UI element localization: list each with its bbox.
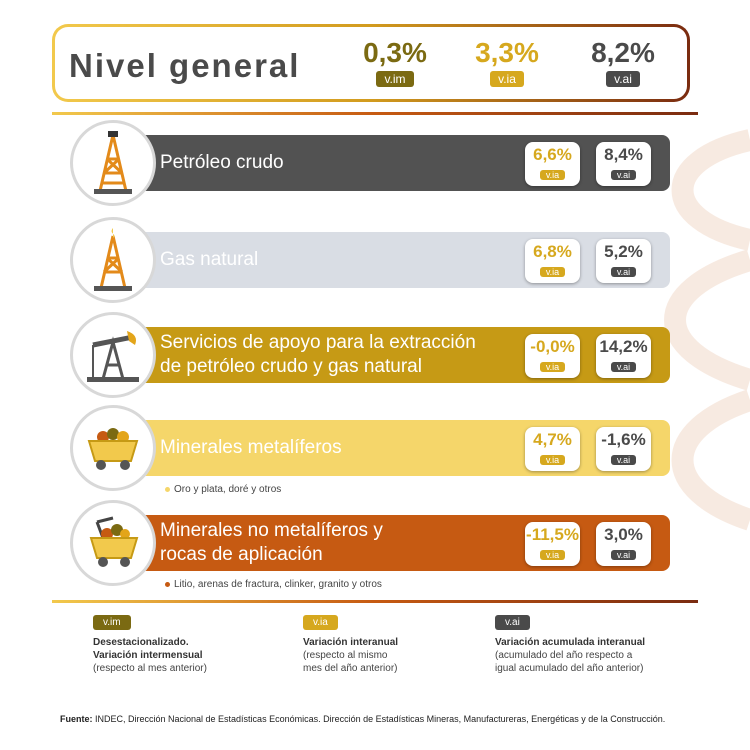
header-panel: Nivel general 0,3% v.im 3,3% v.ia 8,2% v…	[52, 24, 690, 102]
row-minerales-no-metaliferos: Minerales no metalíferos y rocas de apli…	[100, 515, 670, 571]
stat-value: -11,5%	[526, 525, 579, 544]
stat-value: -1,6%	[601, 430, 646, 449]
gas-rig-icon	[70, 217, 156, 303]
legend-via: v.ia Variación interanual (respecto al m…	[303, 615, 398, 675]
stat-tag: v.ai	[610, 455, 637, 465]
legend-text: mes del año anterior)	[303, 663, 398, 674]
header-stat-tag: v.im	[376, 71, 414, 87]
row-note: Oro y plata, doré y otros	[165, 484, 281, 495]
note-text: Litio, arenas de fractura, clinker, gran…	[174, 579, 382, 590]
legend-text: (respecto al mismo	[303, 650, 388, 661]
stat-value: -0,0%	[530, 337, 575, 356]
note-text: Oro y plata, doré y otros	[174, 484, 282, 495]
row-gas-natural: Gas natural 6,8% v.ia 5,2% v.ai	[100, 232, 670, 288]
header-stat-value: 8,2%	[591, 37, 655, 68]
source-footer: Fuente: INDEC, Dirección Nacional de Est…	[60, 714, 665, 724]
stat-tag: v.ai	[610, 170, 637, 180]
row-label: Minerales metalíferos	[160, 420, 342, 476]
row-label-line: Servicios de apoyo para la extracción	[160, 332, 476, 353]
header-stat-vai: 8,2% v.ai	[583, 37, 663, 88]
row-label-line: Petróleo crudo	[160, 152, 284, 173]
stat-vai: 14,2% v.ai	[596, 334, 651, 378]
legend-tag: v.ia	[303, 615, 338, 630]
footer-label: Fuente:	[60, 714, 93, 724]
legend-text: igual acumulado del año anterior)	[495, 663, 644, 674]
stat-via: -11,5% v.ia	[525, 522, 580, 566]
legend-text: Variación acumulada interanual	[495, 637, 646, 648]
stat-via: -0,0% v.ia	[525, 334, 580, 378]
stat-value: 5,2%	[604, 242, 643, 261]
stat-tag: v.ai	[610, 267, 637, 277]
row-servicios-apoyo: Servicios de apoyo para la extracción de…	[100, 327, 670, 383]
row-label-line: rocas de aplicación	[160, 544, 323, 565]
row-note: Litio, arenas de fractura, clinker, gran…	[165, 579, 382, 590]
row-label-line: de petróleo crudo y gas natural	[160, 356, 422, 377]
row-label: Gas natural	[160, 232, 258, 288]
legend-vim: v.im Desestacionalizado. Variación inter…	[93, 615, 207, 675]
header-stat-value: 3,3%	[475, 37, 539, 68]
stat-tag: v.ia	[539, 170, 566, 180]
legend-tag: v.ai	[495, 615, 530, 630]
note-bullet	[165, 581, 170, 587]
stat-tag: v.ia	[539, 455, 566, 465]
stat-vai: -1,6% v.ai	[596, 427, 651, 471]
page-title: Nivel general	[69, 47, 301, 84]
top-divider	[52, 112, 698, 115]
stat-tag: v.ia	[539, 550, 566, 560]
legend-text: (respecto al mes anterior)	[93, 663, 207, 674]
stat-tag: v.ia	[539, 267, 566, 277]
stat-value: 6,8%	[533, 242, 572, 261]
legend-text: Variación intermensual	[93, 650, 203, 661]
pump-jack-icon	[70, 312, 156, 398]
header-stat-vim: 0,3% v.im	[355, 37, 435, 88]
stat-tag: v.ai	[610, 362, 637, 372]
header-stat-tag: v.ai	[606, 71, 640, 87]
legend-tag: v.im	[93, 615, 131, 630]
header-stat-tag: v.ia	[490, 71, 524, 87]
bottom-divider	[52, 600, 698, 603]
footer-text: INDEC, Dirección Nacional de Estadística…	[92, 714, 666, 724]
legend-text: Desestacionalizado.	[93, 637, 189, 648]
row-label-line: Gas natural	[160, 249, 259, 270]
stat-vai: 8,4% v.ai	[596, 142, 651, 186]
row-minerales-metaliferos: Minerales metalíferos 4,7% v.ia -1,6% v.…	[100, 420, 670, 476]
row-petroleo-crudo: Petróleo crudo 6,6% v.ia 8,4% v.ai	[100, 135, 670, 191]
stat-value: 6,6%	[533, 145, 572, 164]
stat-tag: v.ia	[539, 362, 566, 372]
ore-cart-pick-icon	[70, 500, 156, 586]
legend-vai: v.ai Variación acumulada interanual (acu…	[495, 615, 645, 675]
header-stat-via: 3,3% v.ia	[467, 37, 547, 88]
stat-value: 4,7%	[533, 430, 572, 449]
stat-tag: v.ai	[610, 550, 637, 560]
row-label: Minerales no metalíferos y rocas de apli…	[160, 515, 383, 571]
stat-via: 6,8% v.ia	[525, 239, 580, 283]
row-label: Servicios de apoyo para la extracción de…	[160, 327, 476, 383]
note-bullet	[165, 486, 170, 492]
row-label: Petróleo crudo	[160, 135, 284, 191]
stat-vai: 3,0% v.ai	[596, 522, 651, 566]
stat-via: 6,6% v.ia	[525, 142, 580, 186]
stat-value: 14,2%	[599, 337, 648, 356]
header-stat-value: 0,3%	[363, 37, 427, 68]
background-decoration	[664, 129, 750, 531]
stat-value: 8,4%	[604, 145, 643, 164]
ore-cart-icon	[70, 405, 156, 491]
oil-derrick-icon	[70, 120, 156, 206]
row-label-line: Minerales metalíferos	[160, 437, 342, 458]
stat-value: 3,0%	[604, 525, 643, 544]
legend-text: Variación interanual	[303, 637, 399, 648]
stat-vai: 5,2% v.ai	[596, 239, 651, 283]
legend-text: (acumulado del año respecto a	[495, 650, 633, 661]
row-label-line: Minerales no metalíferos y	[160, 520, 383, 541]
stat-via: 4,7% v.ia	[525, 427, 580, 471]
